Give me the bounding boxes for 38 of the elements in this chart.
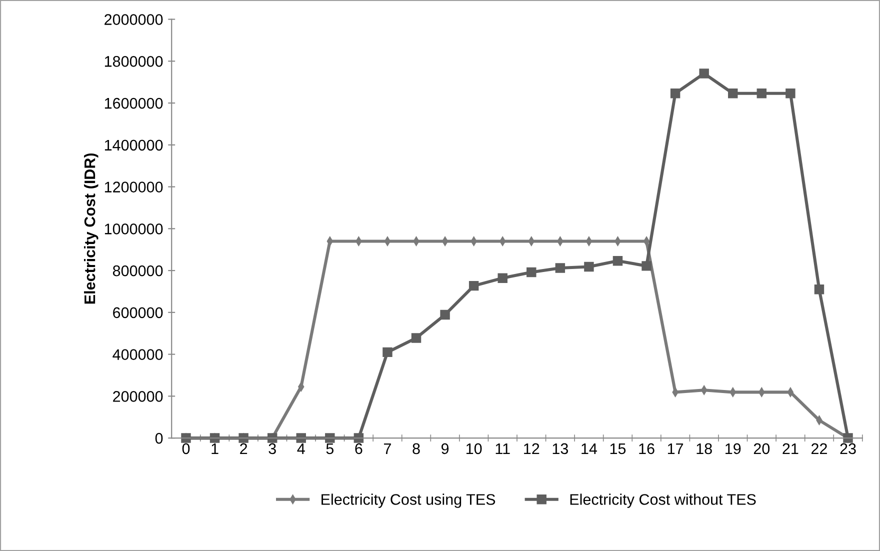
x-tick-label: 10 xyxy=(466,443,482,454)
legend-label: Electricity Cost without TES xyxy=(570,494,756,508)
y-tick-label: 1400000 xyxy=(104,140,163,151)
x-tick-label: 6 xyxy=(355,443,362,454)
x-tick-label: 16 xyxy=(639,443,654,454)
y-tick-label: 2000000 xyxy=(104,14,163,25)
x-tick-label: 2 xyxy=(240,443,248,454)
x-tick-label: 13 xyxy=(552,443,568,454)
x-tick-label: 4 xyxy=(297,443,305,454)
x-tick-label: 9 xyxy=(442,443,449,454)
y-tick-label: 600000 xyxy=(113,307,163,318)
x-tick-label: 8 xyxy=(412,443,420,454)
x-tick-label: 18 xyxy=(696,443,712,454)
x-tick-label: 23 xyxy=(840,443,856,454)
x-tick-label: 14 xyxy=(582,443,598,454)
x-tick-label: 17 xyxy=(668,443,684,454)
x-tick-label: 19 xyxy=(726,443,741,454)
y-tick-label: 1600000 xyxy=(104,98,163,109)
y-tick-label: 400000 xyxy=(112,349,163,360)
x-tick-label: 21 xyxy=(782,443,798,454)
y-tick-label: 1200000 xyxy=(104,182,163,192)
y-tick-label: 0 xyxy=(155,432,163,444)
y-tick-label: 1000000 xyxy=(104,224,163,234)
x-tick-label: 3 xyxy=(268,443,276,454)
y-tick-label: 800000 xyxy=(112,265,163,276)
x-tick-label: 20 xyxy=(754,443,770,454)
legend-label: Electricity Cost using TES xyxy=(322,494,496,508)
x-tick-label: 1 xyxy=(212,443,218,454)
x-tick-label: 0 xyxy=(182,443,190,454)
y-axis-title: Electricity Cost (IDR) xyxy=(84,153,98,304)
x-tick-label: 7 xyxy=(384,443,391,454)
x-tick-label: 12 xyxy=(524,443,540,454)
x-tick-label: 15 xyxy=(610,443,626,454)
y-tick-label: 1800000 xyxy=(104,56,163,67)
x-tick-label: 5 xyxy=(326,443,334,454)
x-tick-label: 22 xyxy=(812,443,827,454)
y-tick-label: 200000 xyxy=(113,391,163,402)
x-tick-label: 11 xyxy=(496,443,510,454)
